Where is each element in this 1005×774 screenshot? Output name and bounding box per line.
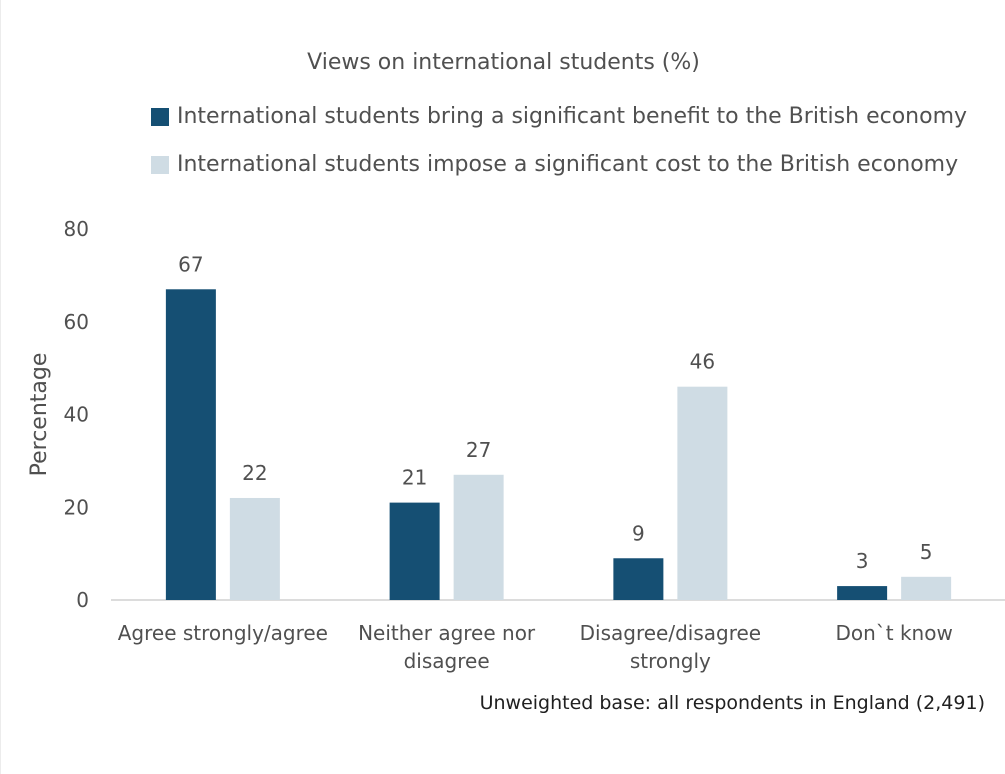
x-tick-label: Agree strongly/agree <box>118 621 328 645</box>
y-axis-label: Percentage <box>27 353 52 477</box>
data-label-cost: 46 <box>690 350 715 374</box>
bar-cost <box>229 497 280 600</box>
x-tick-label: strongly <box>630 649 711 673</box>
bar-benefit <box>165 289 216 600</box>
bar-cost <box>901 576 952 600</box>
data-label-cost: 5 <box>920 540 933 564</box>
legend-item-cost: International students impose a signific… <box>151 152 958 177</box>
y-tick-label: 80 <box>64 217 89 241</box>
data-label-benefit: 3 <box>856 549 869 573</box>
footnote: Unweighted base: all respondents in Engl… <box>479 692 985 714</box>
legend-label-cost: International students impose a signific… <box>177 152 959 177</box>
chart-title: Views on international students (%) <box>307 50 700 75</box>
legend-item-benefit: International students bring a significa… <box>151 104 967 129</box>
x-tick-label: Don`t know <box>835 621 952 645</box>
bar-benefit <box>613 558 664 600</box>
data-label-cost: 22 <box>242 461 267 485</box>
bar-benefit <box>837 586 888 600</box>
data-label-cost: 27 <box>466 438 491 462</box>
x-tick-label: disagree <box>404 649 490 673</box>
bar-cost <box>677 386 728 600</box>
data-label-benefit: 67 <box>178 252 203 276</box>
bar-benefit <box>389 502 440 600</box>
legend-label-benefit: International students bring a significa… <box>177 104 968 129</box>
legend-swatch-benefit <box>151 107 169 126</box>
data-label-benefit: 9 <box>632 521 645 545</box>
x-tick-label: Neither agree nor <box>358 621 536 645</box>
y-tick-label: 60 <box>64 310 89 334</box>
x-tick-label: Disagree/disagree <box>580 621 761 645</box>
bar-cost <box>453 474 504 600</box>
y-tick-label: 40 <box>64 403 89 427</box>
legend-swatch-cost <box>151 155 169 174</box>
y-tick-label: 0 <box>76 588 89 612</box>
data-label-benefit: 21 <box>402 466 427 490</box>
y-tick-label: 20 <box>64 495 89 519</box>
